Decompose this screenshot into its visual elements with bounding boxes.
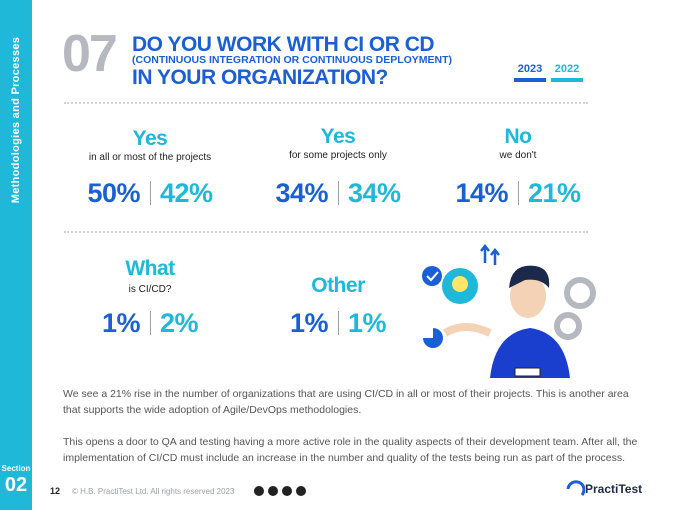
value-2023: 1%: [289, 308, 329, 338]
value-divider: [150, 181, 151, 205]
answer-detail: we don't: [499, 150, 537, 161]
title: IN YOUR ORGANIZATION?: [132, 66, 388, 89]
answer-label: Yes: [320, 125, 356, 148]
legend-label: 2022: [554, 63, 580, 75]
subtitle: (CONTINUOUS INTEGRATION OR CONTINUOUS DE…: [132, 54, 453, 66]
legend-swatch: [514, 78, 546, 82]
sidebar: Methodologies and Processes Section 02: [0, 0, 32, 510]
value-divider: [150, 311, 151, 335]
separator: [64, 102, 588, 104]
value-2022: 42%: [160, 178, 213, 208]
separator: [64, 231, 588, 233]
copyright: © H.B. PractiTest Ltd. All rights reserv…: [72, 487, 235, 496]
question-number: 07: [62, 25, 118, 83]
value-divider: [338, 311, 339, 335]
legend-label: 2023: [517, 63, 543, 75]
social-icons: [254, 486, 306, 496]
value-divider: [518, 181, 519, 205]
page-number: 12: [50, 486, 61, 496]
answer-label: Yes: [132, 127, 168, 150]
answer-label: No: [504, 125, 533, 148]
value-2022: 1%: [348, 308, 387, 338]
value-2023: 1%: [101, 308, 141, 338]
illustration: [422, 243, 596, 378]
value-2023: 50%: [87, 178, 140, 208]
answer-detail: is CI/CD?: [128, 284, 172, 295]
answer-label: Other: [311, 274, 365, 297]
value-2023: 34%: [275, 178, 328, 208]
section-word: Section: [1, 464, 31, 473]
answer-label: What: [125, 257, 175, 280]
value-2022: 2%: [160, 308, 199, 338]
answer-detail: in all or most of the projects: [88, 152, 212, 163]
value-2023: 14%: [455, 178, 508, 208]
paragraph: This opens a door to QA and testing havi…: [63, 436, 638, 464]
answer-detail: for some projects only: [289, 150, 387, 161]
section-number: 02: [4, 474, 28, 496]
title: DO YOU WORK WITH CI OR CD: [132, 33, 435, 56]
logo-icon: [566, 480, 585, 496]
section-label: Methodologies and Processes: [10, 36, 22, 204]
value-divider: [338, 181, 339, 205]
paragraph: We see a 21% rise in the number of organ…: [63, 388, 629, 416]
logo: PractiTest: [585, 482, 643, 496]
legend-swatch: [551, 78, 583, 82]
value-2022: 34%: [348, 178, 401, 208]
value-2022: 21%: [528, 178, 581, 208]
